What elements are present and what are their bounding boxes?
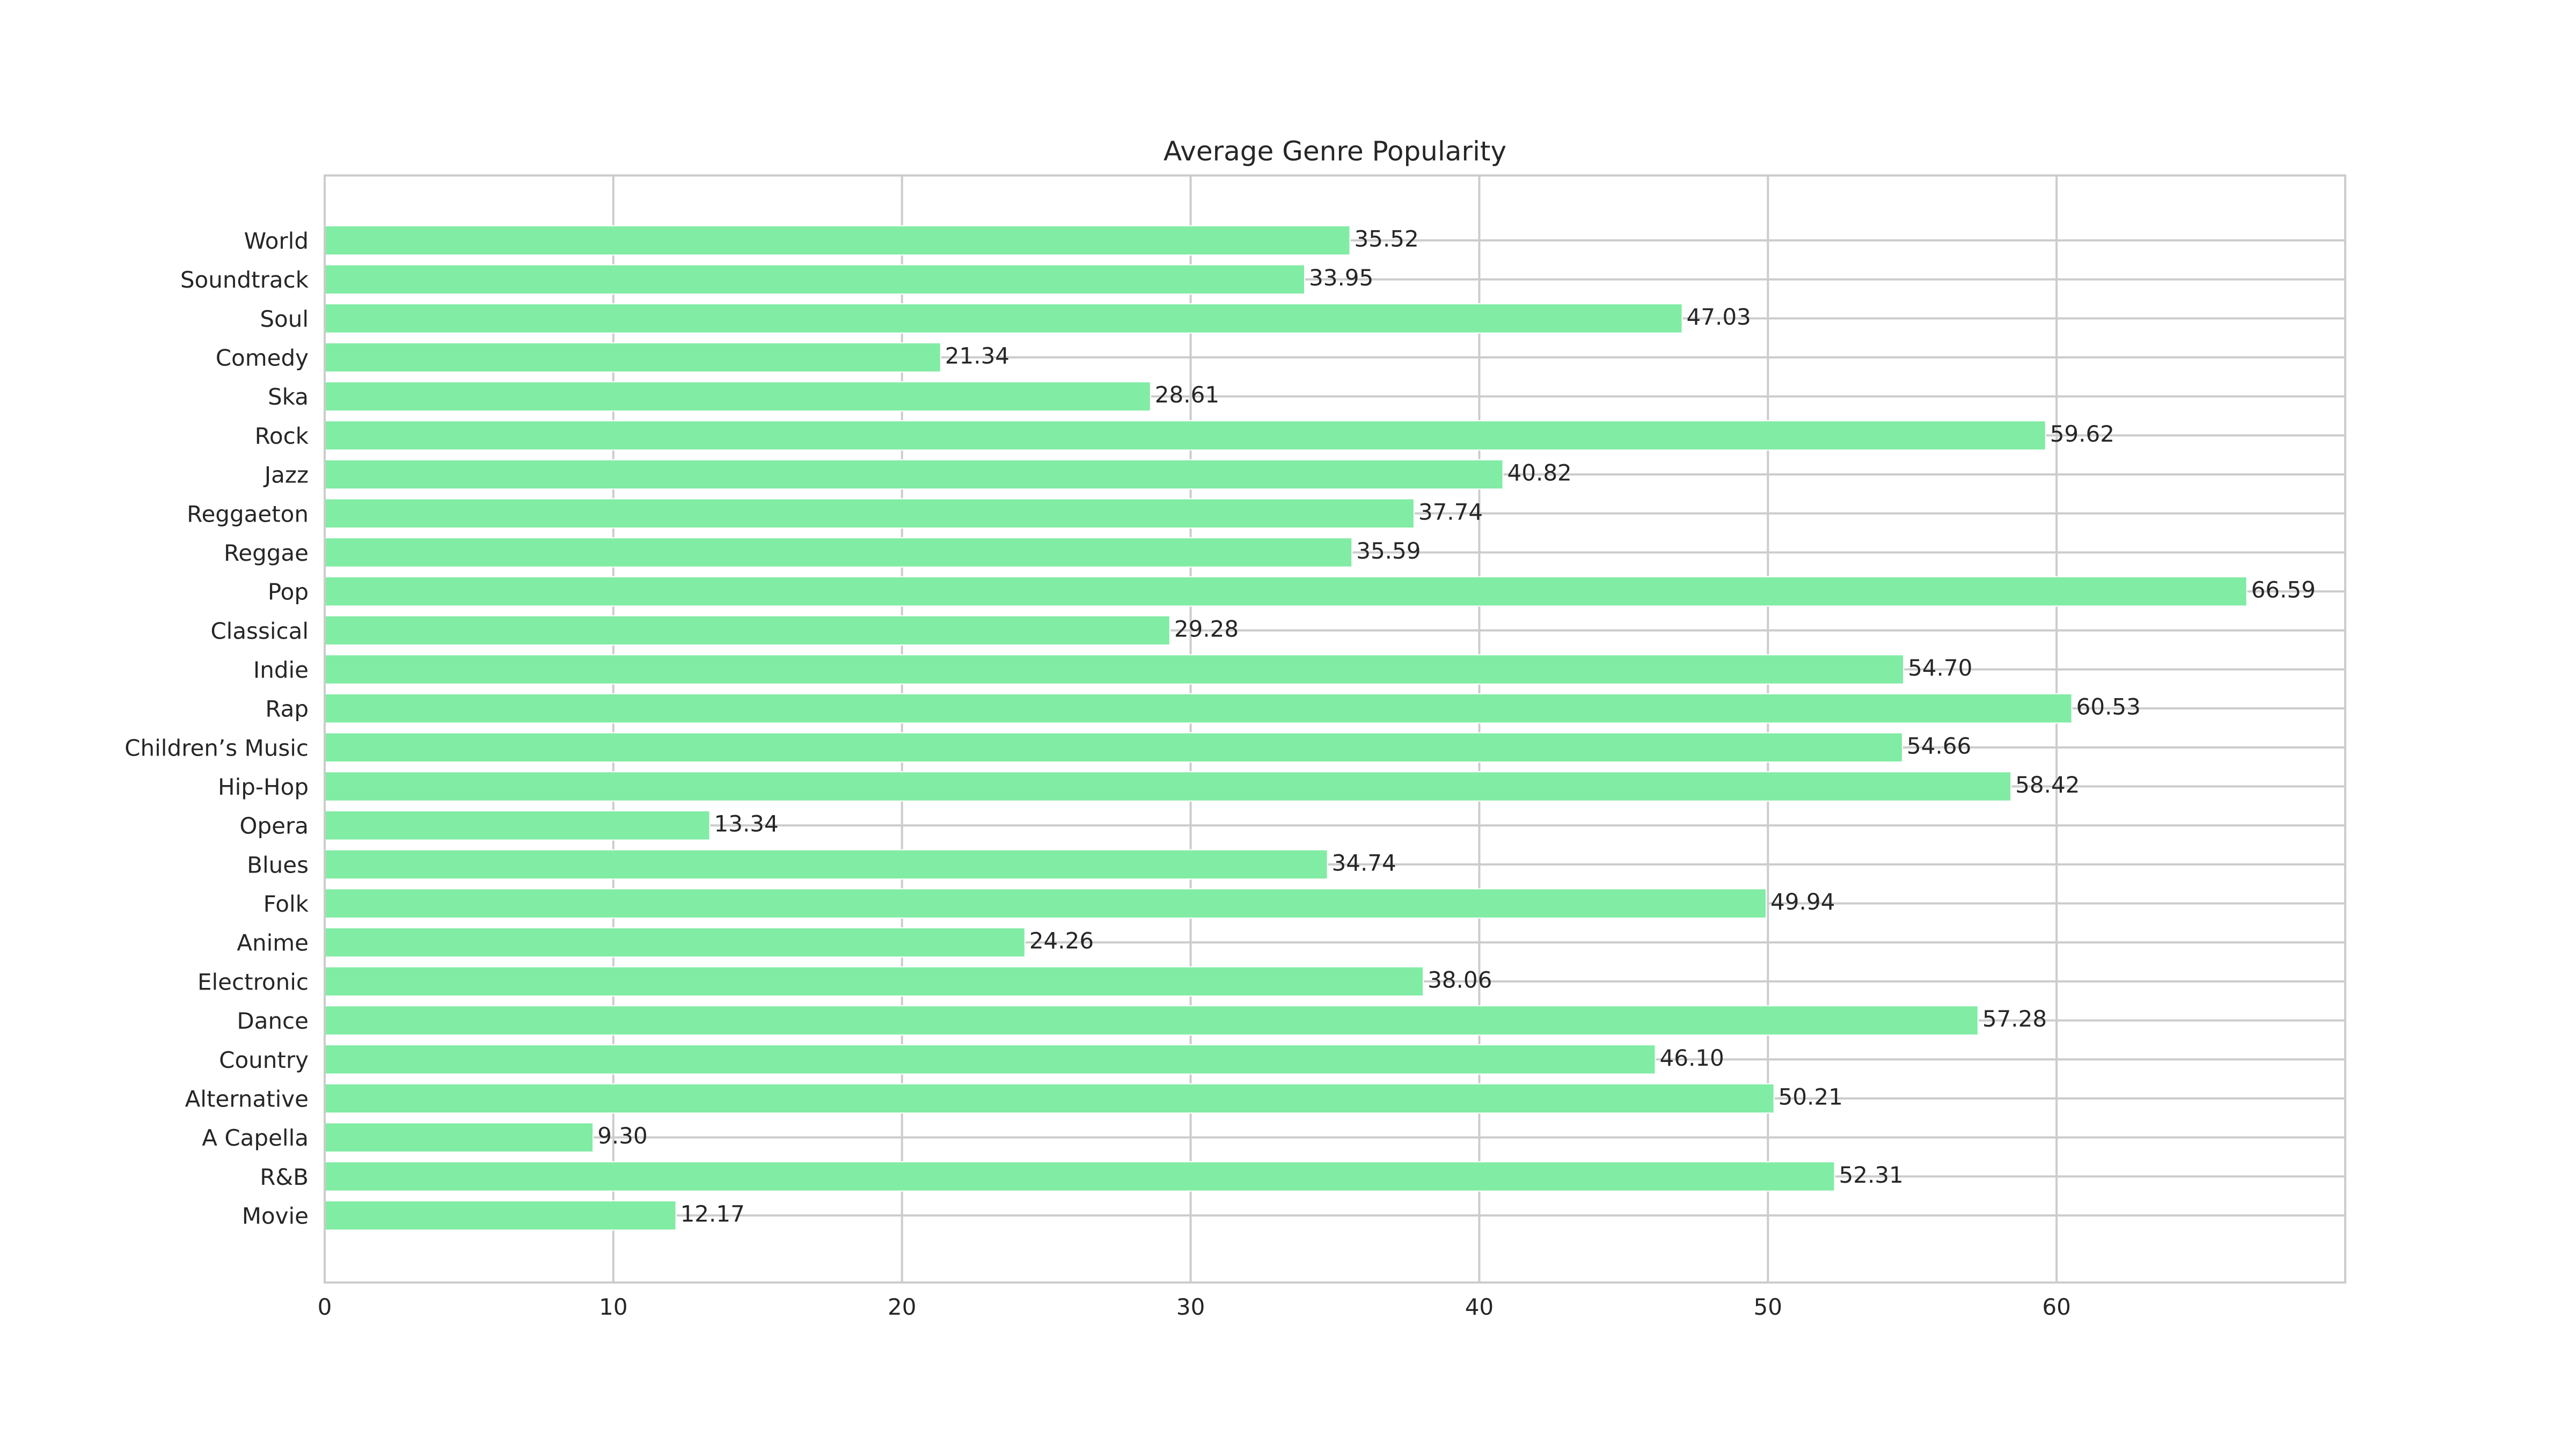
bar-value-label: 46.10 bbox=[1660, 1045, 1724, 1071]
bar-value-label: 9.30 bbox=[597, 1123, 648, 1149]
y-tick-label: Rock bbox=[255, 423, 309, 449]
bar bbox=[324, 420, 2046, 451]
bar bbox=[324, 459, 1504, 490]
bar-value-label: 60.53 bbox=[2076, 694, 2141, 720]
y-tick-label: Children’s Music bbox=[125, 735, 309, 761]
bar-value-label: 24.26 bbox=[1029, 928, 1094, 954]
x-tick-label: 10 bbox=[599, 1294, 627, 1320]
y-tick-label: Alternative bbox=[185, 1086, 309, 1112]
bar-value-label: 54.70 bbox=[1908, 655, 1972, 681]
bar-value-label: 28.61 bbox=[1155, 382, 1219, 408]
bar-value-label: 54.66 bbox=[1907, 732, 1971, 759]
bar-value-label: 12.17 bbox=[680, 1201, 745, 1227]
value-labels: 35.52 33.95 47.03 21.34 28.61 59.62 40.82 37.74… bbox=[597, 226, 2316, 1227]
y-tick-label: Soul bbox=[260, 306, 309, 332]
bar bbox=[324, 888, 1767, 919]
bars bbox=[324, 225, 2248, 1231]
y-tick-label: Hip-Hop bbox=[218, 774, 309, 800]
y-tick-label: Pop bbox=[268, 579, 309, 605]
bar bbox=[324, 264, 1306, 295]
bar-value-label: 29.28 bbox=[1174, 615, 1239, 642]
bar-value-label: 59.62 bbox=[2050, 421, 2114, 447]
y-tick-label: Ska bbox=[268, 384, 309, 410]
x-tick-label: 20 bbox=[888, 1294, 916, 1320]
bar bbox=[324, 849, 1328, 880]
bar-value-label: 57.28 bbox=[1982, 1006, 2047, 1032]
y-tick-labels: World Soundtrack Soul Comedy Ska Rock Jazz Regg… bbox=[125, 228, 309, 1229]
plot-area bbox=[325, 175, 2345, 1283]
bar bbox=[324, 1083, 1775, 1114]
y-tick-label: World bbox=[244, 228, 309, 254]
bar bbox=[324, 693, 2073, 724]
bar bbox=[324, 303, 1683, 334]
y-tick-label: A Capella bbox=[202, 1125, 309, 1151]
bar bbox=[324, 576, 2248, 607]
bar bbox=[324, 1161, 1835, 1192]
bar bbox=[324, 615, 1170, 646]
y-tick-label: Folk bbox=[264, 891, 309, 917]
y-tick-label: Classical bbox=[210, 618, 309, 644]
bar bbox=[324, 537, 1353, 568]
y-tick-label: Rap bbox=[265, 696, 309, 722]
bar-value-label: 35.59 bbox=[1356, 538, 1421, 564]
bar bbox=[324, 1122, 594, 1153]
y-tick-label: Country bbox=[219, 1047, 309, 1073]
bar-value-label: 34.74 bbox=[1332, 849, 1396, 876]
y-tick-label: Anime bbox=[237, 930, 309, 956]
y-tick-label: Movie bbox=[242, 1203, 309, 1229]
bar-value-label: 38.06 bbox=[1428, 966, 1492, 993]
bar bbox=[324, 1200, 677, 1231]
y-tick-label: Opera bbox=[239, 813, 309, 839]
plot-frame bbox=[324, 174, 2346, 1284]
chart-title: Average Genre Popularity bbox=[1163, 136, 1506, 167]
bar bbox=[324, 771, 2012, 802]
y-tick-label: Comedy bbox=[216, 345, 309, 371]
bar-value-label: 58.42 bbox=[2015, 772, 2080, 798]
y-tick-label: Jazz bbox=[263, 462, 309, 488]
bar bbox=[324, 498, 1415, 529]
y-tick-label: Soundtrack bbox=[180, 267, 309, 293]
bar-value-label: 33.95 bbox=[1309, 265, 1373, 291]
x-tick-label: 50 bbox=[1754, 1294, 1782, 1320]
bar-value-label: 50.21 bbox=[1779, 1083, 1843, 1110]
bar bbox=[324, 225, 1351, 256]
x-tick-label: 30 bbox=[1176, 1294, 1205, 1320]
bar-value-label: 37.74 bbox=[1418, 499, 1483, 525]
bar-value-label: 49.94 bbox=[1770, 889, 1835, 915]
bar bbox=[324, 381, 1151, 412]
bar bbox=[324, 1044, 1656, 1075]
x-tick-labels: 0 10 20 30 40 50 60 bbox=[318, 1294, 2071, 1320]
bar bbox=[324, 1005, 1979, 1036]
bar bbox=[324, 810, 711, 841]
bar bbox=[324, 966, 1424, 997]
bar-value-label: 66.59 bbox=[2251, 577, 2316, 603]
bar bbox=[324, 654, 1905, 685]
y-tick-label: Indie bbox=[253, 657, 309, 683]
y-tick-label: Reggae bbox=[224, 540, 309, 566]
bar-value-label: 21.34 bbox=[945, 343, 1009, 369]
bar bbox=[324, 732, 1903, 763]
x-tick-label: 40 bbox=[1465, 1294, 1494, 1320]
y-tick-label: R&B bbox=[260, 1164, 309, 1190]
y-tick-label: Blues bbox=[247, 852, 309, 878]
bar bbox=[324, 927, 1026, 958]
bar bbox=[324, 342, 941, 373]
bar-value-label: 40.82 bbox=[1507, 460, 1572, 486]
y-tick-label: Dance bbox=[237, 1008, 309, 1034]
y-tick-label: Reggaeton bbox=[187, 501, 309, 527]
bar-value-label: 35.52 bbox=[1354, 226, 1418, 252]
y-tick-label: Electronic bbox=[197, 969, 309, 995]
x-tick-label: 60 bbox=[2042, 1294, 2070, 1320]
bar-value-label: 52.31 bbox=[1839, 1162, 1904, 1188]
bar-value-label: 47.03 bbox=[1687, 304, 1751, 330]
x-tick-label: 0 bbox=[318, 1294, 332, 1320]
bar-value-label: 13.34 bbox=[714, 811, 779, 837]
